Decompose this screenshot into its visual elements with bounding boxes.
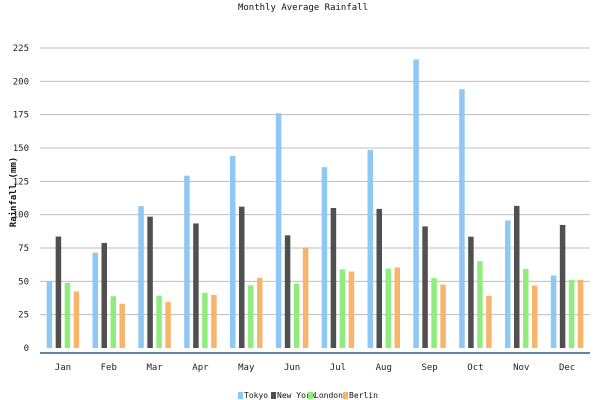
bar[interactable] (156, 295, 162, 348)
bar[interactable] (92, 252, 99, 348)
x-tick-label: Jul (330, 363, 346, 373)
x-tick-label: Sep (421, 363, 437, 373)
legend-swatch (271, 392, 276, 399)
bar[interactable] (184, 175, 190, 348)
series-london (64, 261, 575, 348)
bar[interactable] (486, 295, 492, 348)
bar[interactable] (523, 268, 529, 348)
x-tick-label: Dec (559, 363, 575, 373)
bar[interactable] (275, 113, 282, 348)
y-tick-label: 175 (13, 111, 29, 121)
bar[interactable] (330, 208, 337, 348)
bar[interactable] (348, 271, 355, 348)
x-tick-label: Aug (376, 363, 392, 373)
bar[interactable] (477, 261, 483, 348)
y-axis-ticks: 0 25 50 75 100 125 150 175 200 225 (13, 44, 29, 354)
legend-label: Tokyo (244, 391, 268, 400)
x-tick-label: Apr (192, 363, 209, 373)
series-berlin (73, 247, 584, 348)
legend-label: Berlin (349, 391, 378, 400)
bar[interactable] (202, 292, 208, 348)
x-tick-label: Nov (513, 363, 529, 373)
bar[interactable] (559, 224, 566, 348)
bar[interactable] (248, 285, 254, 348)
bar[interactable] (193, 223, 199, 348)
x-tick-label: Jun (284, 363, 300, 373)
y-axis-label: Rainfall (mm) (8, 157, 19, 227)
y-tick-label: 225 (13, 44, 29, 54)
bar[interactable] (339, 269, 346, 348)
bar[interactable] (230, 156, 236, 348)
y-tick-label: 0 (24, 344, 29, 354)
y-tick-label: 75 (18, 244, 29, 254)
legend-label: London (314, 391, 343, 400)
y-tick-label: 200 (13, 77, 29, 87)
bar[interactable] (394, 267, 401, 348)
bar[interactable] (284, 235, 291, 348)
bar[interactable] (577, 279, 584, 348)
y-tick-label: 100 (13, 211, 29, 221)
series-tokyo (46, 59, 557, 348)
y-tick-label: 50 (18, 277, 29, 287)
x-tick-label: Mar (146, 363, 163, 373)
legend-label: New York (277, 391, 316, 400)
bar[interactable] (110, 296, 117, 348)
bar[interactable] (514, 205, 520, 348)
bar[interactable] (302, 247, 309, 348)
y-tick-label: 125 (13, 177, 29, 187)
bar[interactable] (385, 268, 392, 348)
bar[interactable] (239, 206, 245, 348)
legend-swatch (343, 392, 348, 399)
bar[interactable] (568, 279, 575, 348)
y-tick-label: 25 (18, 311, 29, 321)
bar[interactable] (376, 208, 383, 348)
y-tick-label: 150 (13, 144, 29, 154)
bar[interactable] (440, 284, 446, 348)
bar[interactable] (73, 291, 80, 348)
bar[interactable] (431, 278, 437, 348)
legend-item[interactable]: Berlin (343, 391, 378, 400)
legend-item[interactable]: New York (271, 391, 316, 400)
x-tick-label: Oct (467, 363, 483, 373)
x-axis-ticks: Jan Feb Mar Apr May Jun Jul Aug Sep Oct Nov Dec (55, 363, 575, 373)
bar[interactable] (468, 236, 474, 348)
bar[interactable] (505, 220, 511, 348)
x-tick-label: Feb (101, 363, 117, 373)
bar[interactable] (46, 281, 53, 348)
x-tick-label: May (238, 363, 255, 373)
legend-item[interactable]: London (308, 391, 343, 400)
legend-swatch (308, 392, 313, 399)
legend-swatch (238, 392, 243, 399)
bar[interactable] (257, 277, 263, 348)
bar[interactable] (321, 167, 328, 348)
bar[interactable] (550, 275, 557, 348)
bar[interactable] (165, 302, 171, 348)
series-new-york (55, 205, 566, 348)
bar[interactable] (64, 282, 71, 348)
bar[interactable] (532, 285, 538, 348)
bar[interactable] (422, 226, 428, 348)
bar[interactable] (119, 303, 126, 348)
bar[interactable] (367, 150, 374, 348)
bar[interactable] (138, 206, 144, 348)
bar[interactable] (293, 283, 300, 348)
bar[interactable] (459, 89, 465, 348)
bars (46, 59, 584, 348)
bar[interactable] (55, 236, 62, 348)
chart-title: Monthly Average Rainfall (238, 3, 368, 13)
bar[interactable] (147, 216, 153, 348)
bar[interactable] (101, 242, 108, 348)
bar[interactable] (211, 295, 217, 348)
legend-item[interactable]: Tokyo (238, 391, 268, 400)
gridlines (40, 47, 590, 316)
bar[interactable] (413, 59, 419, 348)
x-tick-label: Jan (55, 363, 71, 373)
